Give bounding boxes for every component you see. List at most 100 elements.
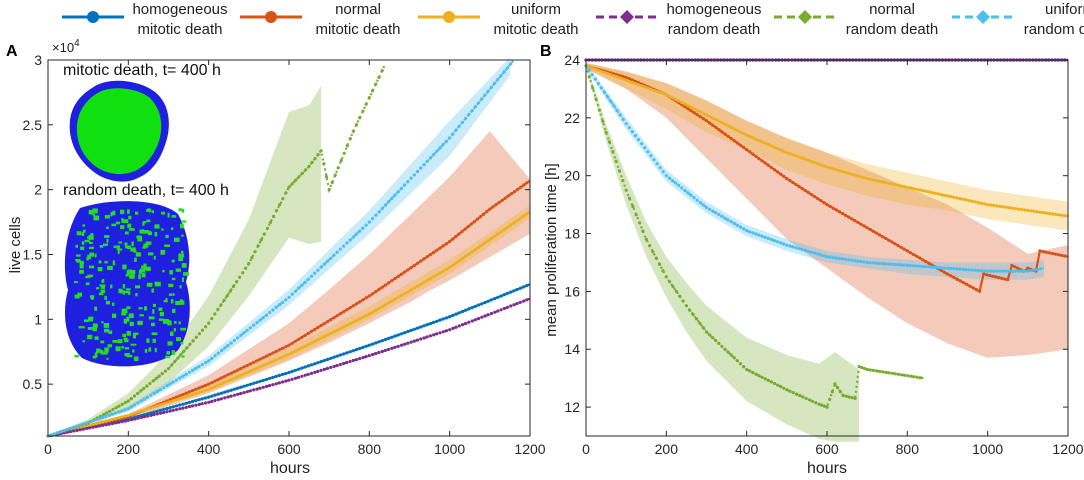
- data-point: [738, 225, 743, 229]
- speckle: [143, 243, 149, 248]
- data-point: [986, 269, 990, 273]
- data-point: [760, 159, 764, 163]
- data-point: [274, 382, 278, 386]
- speckle: [82, 224, 86, 227]
- data-point: [475, 217, 480, 221]
- data-point: [1010, 263, 1014, 267]
- data-point: [319, 360, 323, 364]
- data-point: [419, 166, 423, 170]
- data-point: [857, 365, 861, 369]
- data-point: [419, 337, 423, 341]
- data-point: [330, 180, 334, 184]
- data-point: [332, 316, 336, 320]
- data-point: [788, 389, 792, 393]
- data-point: [258, 357, 262, 361]
- data-point: [335, 328, 339, 332]
- data-point: [358, 346, 362, 351]
- data-point: [742, 145, 746, 149]
- data-point: [293, 339, 297, 343]
- data-point: [766, 378, 770, 382]
- data-point: [403, 270, 407, 274]
- speckle: [166, 351, 170, 355]
- data-point: [607, 140, 612, 144]
- speckle: [170, 331, 174, 336]
- speckle: [92, 355, 97, 359]
- data-point: [319, 336, 323, 340]
- speckle: [112, 210, 116, 216]
- data-point: [704, 119, 709, 123]
- data-point: [505, 291, 510, 295]
- data-point: [1044, 250, 1048, 254]
- legend-marker: [620, 10, 634, 24]
- data-point: [489, 236, 493, 241]
- data-point: [630, 130, 634, 134]
- data-point: [454, 312, 458, 316]
- speckle: [165, 234, 169, 239]
- data-point: [171, 408, 175, 412]
- data-point: [658, 166, 662, 170]
- data-point: [62, 429, 66, 433]
- data-point: [310, 160, 314, 164]
- data-point: [723, 347, 727, 351]
- data-point: [303, 333, 307, 337]
- data-point: [470, 306, 474, 310]
- data-point: [683, 102, 687, 106]
- data-point: [197, 390, 201, 394]
- data-point: [354, 123, 359, 127]
- data-point: [297, 375, 301, 379]
- data-point: [1060, 253, 1064, 257]
- data-point: [686, 107, 690, 111]
- data-point: [667, 176, 672, 180]
- speckle: [111, 223, 117, 227]
- speckle: [112, 260, 115, 266]
- data-point: [383, 283, 387, 287]
- data-point: [387, 336, 391, 340]
- data-point: [374, 290, 378, 294]
- data-point: [1035, 267, 1040, 271]
- data-point: [219, 382, 224, 386]
- data-point: [441, 244, 445, 248]
- data-point: [726, 218, 730, 222]
- data-point: [399, 332, 404, 336]
- data-point: [986, 203, 990, 207]
- data-point: [157, 374, 161, 378]
- data-point: [502, 293, 506, 297]
- data-point: [142, 386, 146, 391]
- data-point: [664, 275, 668, 279]
- speckle: [154, 232, 158, 237]
- data-point: [210, 399, 214, 403]
- data-point: [390, 299, 394, 303]
- data-point: [899, 245, 903, 249]
- data-point: [998, 269, 1002, 273]
- speckle: [123, 337, 128, 340]
- data-point: [409, 288, 413, 292]
- data-point: [361, 345, 365, 349]
- data-point: [717, 213, 721, 217]
- data-point: [200, 389, 204, 393]
- data-point: [732, 356, 736, 360]
- data-point: [290, 369, 294, 373]
- data-point: [509, 192, 514, 196]
- data-point: [683, 188, 687, 192]
- data-point: [654, 256, 658, 260]
- data-point: [387, 347, 391, 351]
- data-point: [290, 292, 294, 296]
- data-point: [819, 253, 823, 257]
- data-point: [847, 171, 851, 175]
- data-point: [477, 303, 481, 307]
- data-point: [788, 152, 792, 156]
- data-point: [303, 365, 307, 369]
- speckle: [167, 341, 173, 346]
- data-point: [406, 341, 410, 345]
- speckle: [112, 340, 118, 343]
- speckle: [116, 245, 120, 251]
- data-point: [247, 262, 251, 266]
- data-point: [714, 118, 718, 122]
- data-point: [890, 182, 894, 186]
- data-point: [515, 301, 519, 306]
- data-point: [803, 157, 808, 161]
- data-point: [345, 241, 349, 245]
- data-point: [403, 342, 407, 346]
- data-point: [244, 266, 248, 270]
